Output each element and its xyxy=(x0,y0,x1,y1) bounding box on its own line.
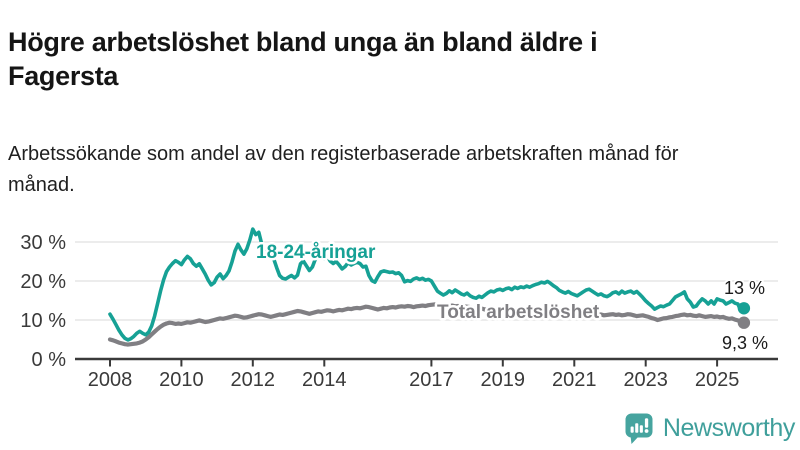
series-line-total xyxy=(107,302,746,347)
end-value-label-total: 9,3 % xyxy=(722,333,768,353)
end-value-label-youth: 13 % xyxy=(724,278,765,298)
series-label-youth: 18-24-åringar xyxy=(256,242,376,263)
x-axis-label: 2021 xyxy=(552,369,597,391)
newsworthy-wordmark: Newsworthy xyxy=(662,414,796,442)
x-axis-label: 2023 xyxy=(623,369,668,391)
y-axis-label: 30 % xyxy=(20,232,66,254)
y-axis-label: 0 % xyxy=(32,349,67,371)
newsworthy-logo-icon xyxy=(625,413,653,444)
line-chart-canvas: 0 % 10 % 20 % 30 % 2008 2010 2012 2014 2017 2019 2… xyxy=(20,227,778,391)
series-end-dot-total xyxy=(737,316,751,329)
x-axis-label: 2014 xyxy=(302,369,347,391)
unemployment-line-chart: 0 % 10 % 20 % 30 % 2008 2010 2012 2014 2017 2019 2… xyxy=(0,213,800,398)
x-axis-label: 2008 xyxy=(88,369,133,391)
series-end-dot-youth xyxy=(737,302,751,315)
chart-subtitle: Arbetssökande som andel av den registerb… xyxy=(8,143,679,196)
newsworthy-brand-logo: Newsworthy xyxy=(624,412,795,445)
x-axis-label: 2025 xyxy=(695,369,740,391)
page-title: Högre arbetslöshet bland unga än bland ä… xyxy=(8,27,598,92)
series-label-total: Total arbetslöshet xyxy=(437,302,600,323)
series-line-youth xyxy=(108,227,746,342)
y-axis-label: 20 % xyxy=(20,271,66,293)
x-axis-label: 2010 xyxy=(159,369,204,391)
y-axis-label: 10 % xyxy=(20,310,66,332)
x-axis-label: 2017 xyxy=(409,369,454,391)
x-axis-label: 2012 xyxy=(231,369,276,391)
x-axis-label: 2019 xyxy=(481,369,526,391)
